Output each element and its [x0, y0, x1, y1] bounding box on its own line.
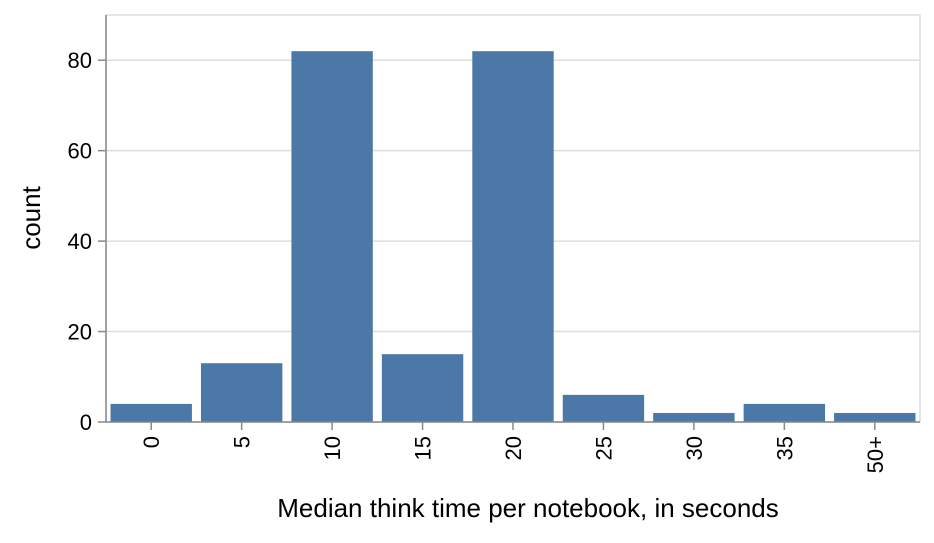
bar: [200, 363, 283, 422]
bar: [743, 403, 826, 422]
y-axis-title: count: [16, 185, 46, 249]
y-tick-label: 0: [80, 410, 92, 435]
y-tick-label: 40: [68, 229, 92, 254]
bar: [381, 354, 464, 422]
bar: [562, 394, 645, 422]
bar: [653, 412, 735, 422]
x-tick-label: 30: [682, 436, 707, 460]
x-tick-label: 20: [501, 436, 526, 460]
x-tick-label: 5: [230, 436, 255, 448]
bar: [472, 51, 554, 423]
x-tick-label: 0: [139, 436, 164, 448]
x-tick-label: 50+: [863, 436, 888, 473]
x-tick-label: 35: [772, 436, 797, 460]
bar: [110, 403, 192, 422]
y-tick-label: 80: [68, 48, 92, 73]
y-tick-label: 20: [68, 320, 92, 345]
y-tick-label: 60: [68, 139, 92, 164]
x-tick-label: 15: [411, 436, 436, 460]
bar: [834, 412, 916, 422]
bar: [291, 51, 373, 423]
x-tick-label: 10: [320, 436, 345, 460]
x-tick-label: 25: [591, 436, 616, 460]
x-axis-title: Median think time per notebook, in secon…: [277, 493, 779, 523]
